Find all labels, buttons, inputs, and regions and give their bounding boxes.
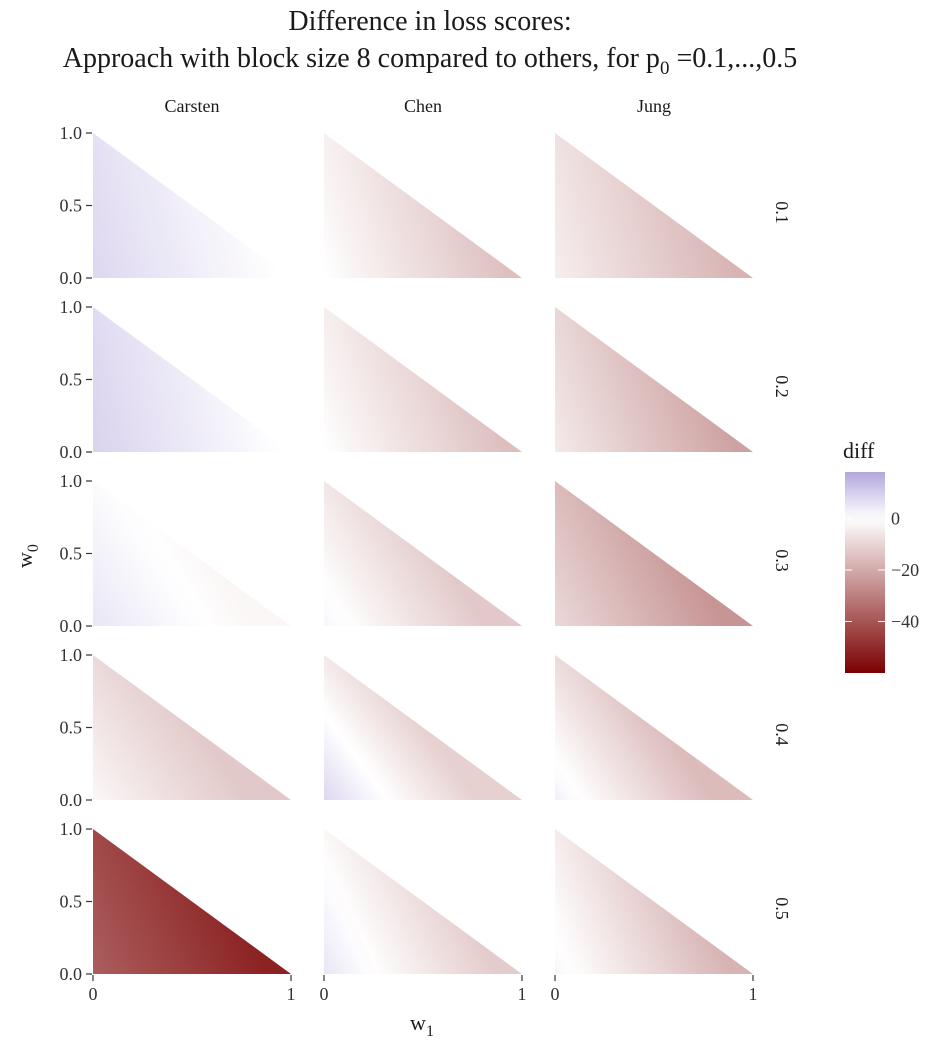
y-tick-label: 0.5	[60, 718, 83, 738]
strip-label-row-0.4: 0.4	[772, 723, 792, 746]
axes: 0.0 0.5 1.0 0.0 0.5 1.0 0.0 0.5 1.0 0.0 0.5 1.0 0.0 0…	[60, 123, 758, 1004]
y-tick-label: 0.0	[60, 616, 83, 636]
heatmap-panel-carsten-p0-0.5	[93, 829, 291, 974]
heatmap-panel-chen-p0-0.5	[324, 829, 522, 974]
x-tick-label: 1	[287, 984, 296, 1004]
y-tick-label: 1.0	[60, 123, 83, 143]
strip-label-row-0.1: 0.1	[772, 201, 792, 224]
y-tick-label: 1.0	[60, 645, 83, 665]
chart-title-line1: Difference in loss scores:	[288, 6, 571, 37]
strip-label-row-0.2: 0.2	[772, 375, 792, 398]
y-axis-title: w0	[12, 544, 42, 568]
strip-label-chen: Chen	[404, 96, 442, 116]
x-tick-label: 0	[551, 984, 560, 1004]
strip-label-row-0.3: 0.3	[772, 549, 792, 572]
x-tick-label: 0	[89, 984, 98, 1004]
legend-title: diff	[843, 438, 875, 463]
y-tick-label: 0.5	[60, 370, 83, 390]
x-tick-label: 0	[320, 984, 329, 1004]
y-tick-label: 1.0	[60, 819, 83, 839]
y-tick-label: 1.0	[60, 471, 83, 491]
heatmap-panel-jung-p0-0.5	[555, 829, 753, 974]
heatmap-panel-carsten-p0-0.1	[93, 133, 291, 278]
y-tick-label: 0.0	[60, 964, 83, 984]
strip-label-row-0.5: 0.5	[772, 897, 792, 920]
y-tick-label: 0.5	[60, 196, 83, 216]
y-tick-label: 0.5	[60, 544, 83, 564]
legend-tick-label: −20	[891, 560, 919, 580]
y-tick-label: 0.0	[60, 442, 83, 462]
heatmap-panel-chen-p0-0.1	[324, 133, 522, 278]
y-tick-label: 0.0	[60, 268, 83, 288]
strip-label-jung: Jung	[637, 96, 671, 116]
heatmap-panel-carsten-p0-0.4	[93, 655, 291, 800]
heatmap-panel-jung-p0-0.1	[555, 133, 753, 278]
heatmap-panel-chen-p0-0.4	[324, 655, 522, 800]
heatmap-panel-chen-p0-0.2	[324, 307, 522, 452]
heatmap-panel-jung-p0-0.4	[555, 655, 753, 800]
x-tick-label: 1	[749, 984, 758, 1004]
legend-color-bar	[845, 472, 885, 673]
y-tick-label: 1.0	[60, 297, 83, 317]
heatmap-panel-carsten-p0-0.2	[93, 307, 291, 452]
facet-strips: Carsten Chen Jung 0.1 0.2 0.3 0.4 0.5	[165, 96, 792, 920]
y-tick-label: 0.5	[60, 892, 83, 912]
strip-label-carsten: Carsten	[165, 96, 220, 116]
x-tick-label: 1	[518, 984, 527, 1004]
panel-grid	[93, 133, 753, 974]
legend-tick-label: −40	[891, 611, 919, 631]
heatmap-panel-chen-p0-0.3	[324, 481, 522, 626]
x-axis-title: w1	[410, 1010, 434, 1040]
chart-title-line2: Approach with block size 8 compared to o…	[63, 43, 797, 79]
color-legend: diff 0 −20 −40	[843, 438, 919, 673]
heatmap-panel-carsten-p0-0.3	[93, 481, 291, 626]
heatmap-panel-jung-p0-0.2	[555, 307, 753, 452]
heatmap-panel-jung-p0-0.3	[555, 481, 753, 626]
y-tick-label: 0.0	[60, 790, 83, 810]
legend-tick-label: 0	[891, 508, 900, 528]
